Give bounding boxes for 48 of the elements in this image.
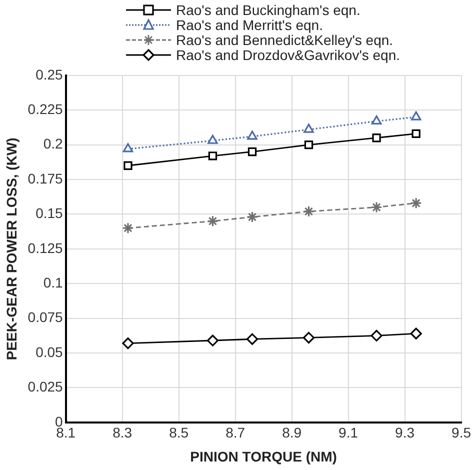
x-tick-label: 8.3 [112,424,132,441]
y-tick-label: 0.125 [28,240,64,256]
point [410,111,422,120]
x-axis-title: PINION TORQUE (NM) [190,448,337,464]
point [372,134,381,142]
y-tick-label: 0.2 [43,136,64,152]
point [410,328,422,340]
point [302,332,315,344]
legend-label: Rao's and Bennedict&Kelley's eqn. [176,32,394,48]
x-tick-label: 9.3 [395,424,415,441]
point [247,130,258,140]
point [208,134,218,144]
point [206,215,219,227]
y-tick-label: 0.15 [36,205,64,222]
legend-label: Rao's and Buckingham's eqn. [176,2,360,18]
point [370,330,382,342]
y-tick-label: 0.1 [43,274,64,290]
x-tick-label: 8.9 [282,424,302,441]
point [370,201,382,214]
y-tick-label: 0.075 [28,309,64,326]
point [246,211,258,223]
x-tick-label: 8.5 [169,424,189,441]
y-axis-title: PEEK-GEAR POWER LOSS, (KW) [3,138,20,360]
point [206,334,219,346]
y-tick-label: 0.05 [36,344,64,360]
point [304,124,314,133]
point [122,143,134,152]
x-tick-label: 8.7 [226,424,246,441]
x-tick-label: 9.1 [338,424,358,441]
point [412,129,420,138]
point [124,161,132,170]
point [208,152,218,160]
point [304,140,314,150]
x-tick-label: 9.5 [452,424,472,441]
point [246,333,258,345]
legend-label: Rao's and Drozdov&Gavrikov's eqn. [176,46,400,62]
point [410,197,422,209]
y-tick-label: 0.025 [28,378,64,395]
point [122,337,134,350]
point [302,206,315,218]
y-tick-label: 0 [55,413,64,430]
y-tick-label: 0.175 [28,170,64,186]
y-tick-label: 0.25 [36,66,64,82]
legend-label: Rao's and Merritt's eqn. [176,16,323,32]
point [122,222,134,234]
y-tick-label: 0.225 [28,100,64,117]
point [371,115,382,125]
point [248,147,257,156]
